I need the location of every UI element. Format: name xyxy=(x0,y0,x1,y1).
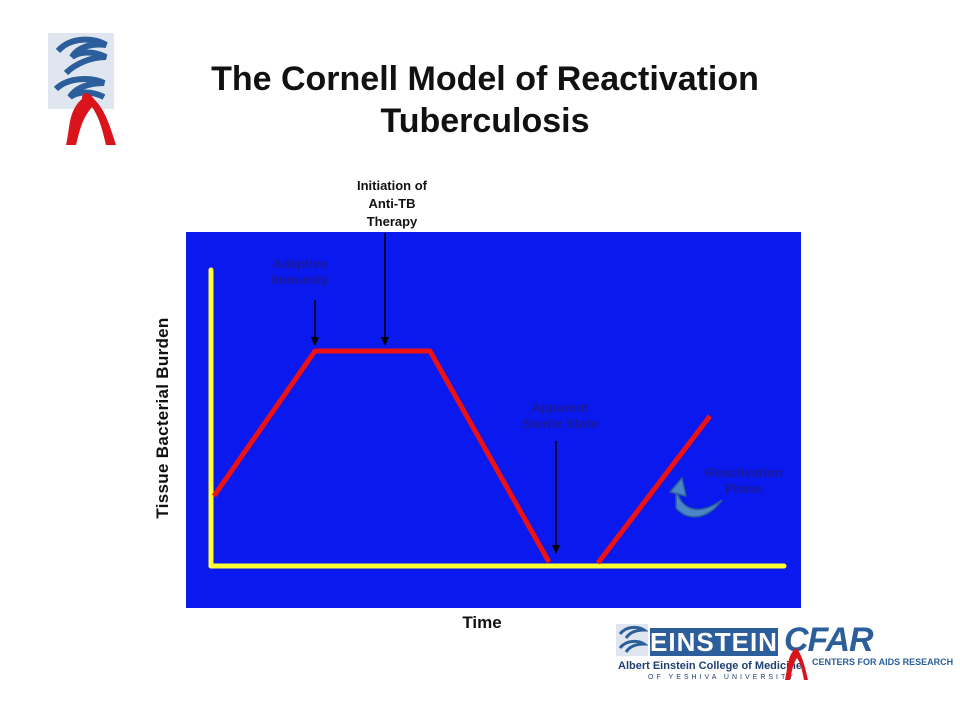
reactivation-curve xyxy=(596,414,712,565)
aids-ribbon-small-icon xyxy=(785,648,808,680)
sterile-arrowhead-icon xyxy=(552,545,560,554)
therapy-line-3: Therapy xyxy=(366,214,418,229)
reactivation-line-2: Phase xyxy=(724,481,764,496)
bacterial-burden-curve xyxy=(211,348,552,564)
sterile-annotation: Apparent Sterile State xyxy=(500,400,620,432)
cfar-full-name: CENTERS FOR AIDS RESEARCH xyxy=(812,657,954,667)
einstein-wordmark: EINSTEIN xyxy=(650,627,778,657)
immunity-annotation: Adaptive Immunity xyxy=(254,256,346,288)
curved-arrow-icon xyxy=(668,476,723,518)
reactivation-line-1: Reactivation xyxy=(705,465,783,480)
slide-title: The Cornell Model of Reactivation Tuberc… xyxy=(211,60,759,140)
aids-ribbon-icon xyxy=(66,93,116,145)
diagram-panel xyxy=(186,232,801,608)
immunity-arrowhead-icon xyxy=(311,337,319,346)
einstein-logo-mark xyxy=(616,624,648,656)
x-axis-label: Time xyxy=(462,613,502,632)
university-name: OF YESHIVA UNIVERSITY xyxy=(648,674,796,681)
college-name: Albert Einstein College of Medicine xyxy=(618,660,802,672)
therapy-arrowhead-icon xyxy=(381,337,389,346)
reactivation-annotation: Reactivation Phase xyxy=(688,465,800,497)
therapy-annotation: Initiation of Anti-TB Therapy xyxy=(330,177,454,231)
sterile-line-1: Apparent xyxy=(531,400,589,415)
therapy-line-2: Anti-TB xyxy=(368,196,416,211)
y-axis-label: Tissue Bacterial Burden xyxy=(153,317,172,519)
immunity-line-1: Adaptive xyxy=(272,256,328,271)
cornell-aids-ribbon-logo xyxy=(48,33,116,145)
immunity-line-2: Immunity xyxy=(271,272,329,287)
therapy-line-1: Initiation of xyxy=(356,178,428,193)
sterile-line-2: Sterile State xyxy=(522,416,598,431)
